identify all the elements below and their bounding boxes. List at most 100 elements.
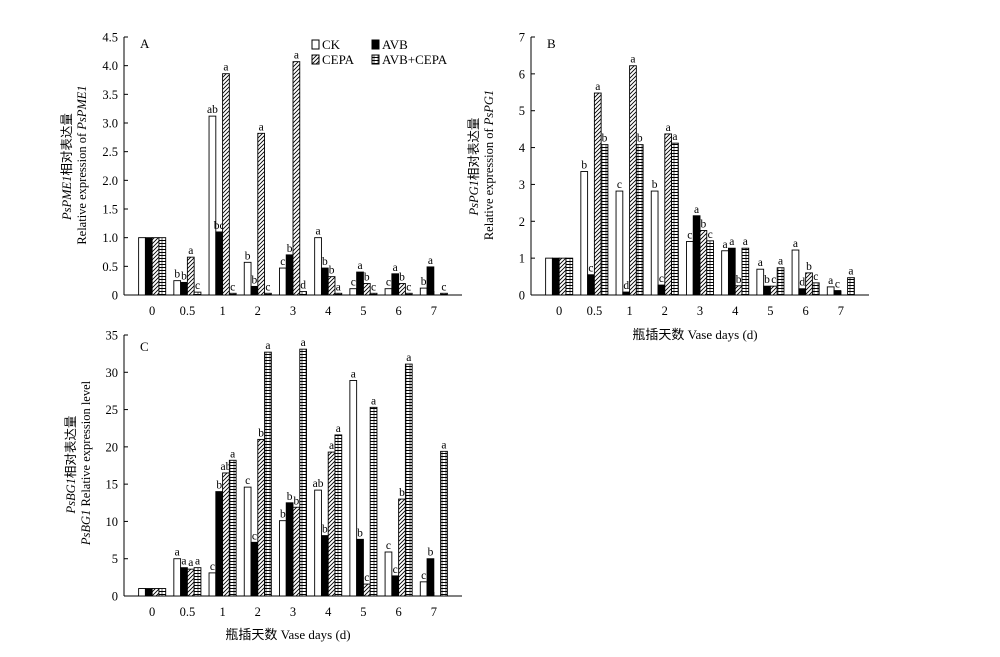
y-tick-label-a: 0.5	[102, 260, 118, 274]
significance-label-b: a	[630, 54, 635, 66]
bar-ck-a	[314, 237, 322, 296]
x-tick-label-c: 7	[431, 605, 437, 619]
significance-label-c: c	[421, 570, 426, 582]
bar-avb-cepa-a	[334, 292, 343, 296]
x-tick-label-c: 0	[149, 605, 155, 619]
bar-cepa-c	[186, 568, 195, 597]
bar-avb-cepa-a	[264, 292, 272, 296]
bar-avb-cepa-a	[369, 292, 378, 296]
y-tick-label-c: 35	[106, 329, 119, 343]
x-tick-label-c: 5	[360, 605, 366, 619]
bar-cepa-b	[593, 92, 602, 296]
significance-label-a: a	[188, 245, 193, 257]
significance-label-c: c	[386, 540, 391, 552]
bar-avb-c	[215, 491, 224, 597]
bar-avb-cepa-c	[193, 567, 202, 597]
significance-label-b: c	[687, 230, 692, 242]
x-tick-label-b: 7	[838, 304, 844, 318]
legend: CK AVB CEPA AVB+CEPA	[311, 37, 448, 67]
significance-label-b: a	[793, 238, 798, 250]
bar-avb-c	[391, 575, 400, 597]
significance-label-b: c	[813, 271, 818, 283]
significance-label-a: b	[364, 272, 370, 284]
significance-label-a: b	[245, 250, 251, 262]
bar-ck-b	[545, 257, 553, 296]
x-tick-label-c: 6	[396, 605, 402, 619]
significance-label-a: b	[252, 274, 258, 286]
bar-avb-cepa-c	[440, 450, 448, 597]
significance-label-b: a	[828, 275, 833, 287]
bar-avb-c	[250, 541, 259, 597]
y-axis-title-c-zh: 相对表达量	[64, 416, 78, 479]
bar-avb-a	[426, 266, 435, 296]
panel-label-b: B	[547, 36, 556, 51]
significance-label-a: a	[336, 281, 341, 293]
x-tick-label-b: 0	[556, 304, 562, 318]
significance-label-c: c	[245, 475, 250, 487]
significance-label-a: c	[441, 281, 446, 293]
significance-label-a: c	[371, 281, 376, 293]
plot-area-a: 00.51.01.52.02.53.03.54.04.50 0.5b bac1abb…	[102, 31, 462, 318]
bar-avb-a	[144, 237, 153, 296]
significance-label-b: d	[799, 277, 805, 289]
significance-label-b: d	[623, 280, 629, 292]
y-tick-label-b: 3	[519, 178, 525, 192]
significance-label-b: a	[722, 239, 727, 251]
y-tick-label-a: 3.0	[102, 117, 118, 131]
bar-avb-cepa-b	[635, 144, 644, 296]
significance-label-a: c	[406, 281, 411, 293]
significance-label-c: a	[406, 352, 411, 364]
bar-avb-cepa-a	[404, 292, 413, 296]
x-tick-label-c: 4	[325, 605, 332, 619]
bar-avb-c	[426, 558, 435, 597]
legend-label-ck: CK	[322, 37, 341, 52]
x-tick-label-a: 5	[360, 304, 366, 318]
significance-label-c: b	[280, 509, 286, 521]
significance-label-c: c	[252, 530, 257, 542]
significance-label-a: c	[280, 256, 285, 268]
x-tick-label-b: 0.5	[587, 304, 603, 318]
significance-label-c: a	[351, 368, 356, 380]
bar-avb-cepa-c	[369, 406, 378, 597]
bar-avb-cepa-a	[440, 292, 448, 296]
significance-label-c: a	[230, 448, 235, 460]
significance-label-a: b	[174, 269, 180, 281]
significance-label-a: a	[357, 260, 362, 272]
significance-label-b: c	[771, 274, 776, 286]
y-axis-title-c: PsBG1相对表达量 PsBG1 Relative expression lev…	[64, 380, 93, 546]
bar-avb-c	[356, 538, 364, 597]
y-tick-label-c: 5	[112, 552, 118, 566]
significance-label-a: b	[329, 265, 335, 277]
y-tick-label-a: 1.0	[102, 231, 118, 245]
y-axis-title-a: PsPME1相对表达量 Relative expression of PsPME…	[60, 85, 89, 244]
significance-label-c: b	[322, 524, 328, 536]
significance-label-c: b	[399, 487, 405, 499]
bar-ck-c	[208, 572, 217, 597]
y-axis-title-a-zh: 相对表达量	[60, 113, 74, 176]
bar-avb-b	[622, 291, 631, 296]
x-tick-label-b: 2	[662, 304, 668, 318]
bar-avb-cepa-a	[228, 292, 237, 296]
y-axis-title-b-gene: PsPG1	[467, 180, 481, 216]
significance-label-c: a	[181, 556, 186, 568]
bar-avb-b	[727, 247, 736, 296]
bar-ck-b	[826, 286, 835, 296]
y-axis-title-a-gene: PsPME1	[60, 176, 74, 221]
bar-avb-cepa-a	[299, 291, 307, 296]
x-tick-label-b: 5	[767, 304, 773, 318]
significance-label-c: a	[329, 440, 334, 452]
significance-label-c: a	[371, 395, 376, 407]
significance-label-a: b	[287, 243, 293, 255]
x-tick-label-a: 2	[255, 304, 261, 318]
significance-label-c: c	[393, 564, 398, 576]
significance-label-a: a	[428, 255, 433, 267]
significance-label-b: a	[743, 236, 748, 248]
significance-label-c: a	[195, 556, 200, 568]
bar-cepa-c	[292, 506, 301, 597]
bar-cepa-b	[629, 65, 637, 296]
x-tick-label-c: 0.5	[180, 605, 196, 619]
bar-ck-a	[208, 115, 217, 296]
significance-label-a: d	[300, 280, 306, 292]
panel-label-c: C	[140, 339, 149, 354]
x-tick-label-b: 4	[732, 304, 739, 318]
